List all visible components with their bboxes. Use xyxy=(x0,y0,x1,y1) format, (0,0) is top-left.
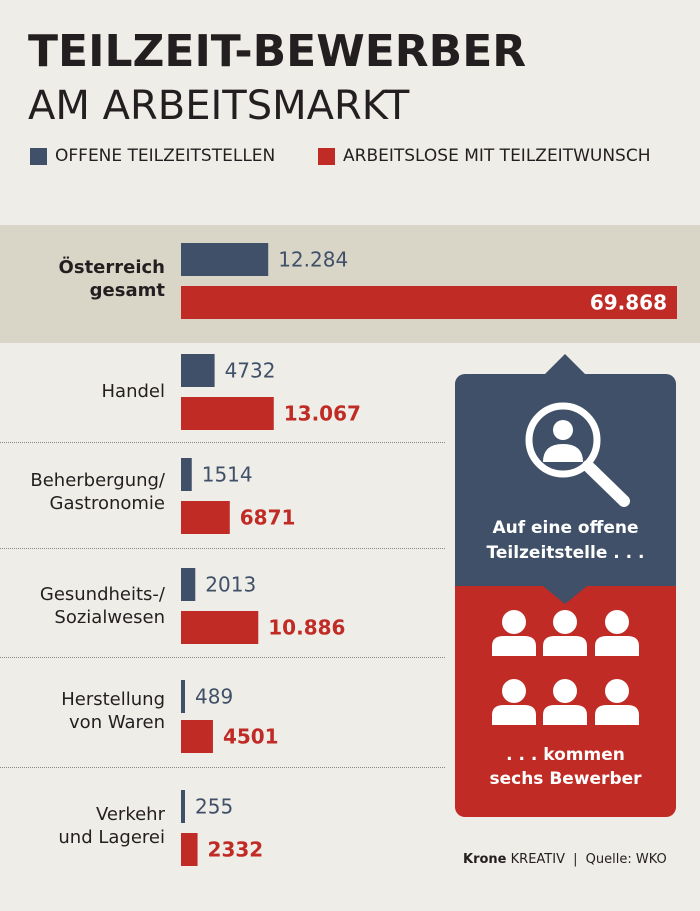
category-label-line: gesamt xyxy=(89,280,165,301)
data-label-unemployed: 4501 xyxy=(223,725,279,749)
highlight-band xyxy=(0,225,700,343)
source-footer: Krone KREATIV | Quelle: WKO xyxy=(463,852,667,867)
data-label-unemployed: 2332 xyxy=(208,838,264,862)
bar-open-positions xyxy=(181,680,185,713)
footer-divider: | xyxy=(573,852,578,867)
footer-brand-suffix: KREATIV xyxy=(510,852,565,867)
bar-open-positions xyxy=(181,790,185,823)
data-label-open-positions: 12.284 xyxy=(278,248,348,272)
category-label-line: Österreich xyxy=(58,257,165,278)
bar-unemployed xyxy=(181,833,198,866)
data-label-open-positions: 2013 xyxy=(205,573,256,597)
category-label-line: Beherbergung/ xyxy=(30,470,165,491)
row-separator xyxy=(0,767,445,768)
category-label-line: Gesundheits-/ xyxy=(39,584,165,605)
bar-unemployed xyxy=(181,720,213,753)
category-label-line: von Waren xyxy=(69,712,165,733)
category-label: Österreich gesamt xyxy=(0,256,165,302)
bar-open-positions xyxy=(181,458,192,491)
footer-brand: Krone xyxy=(463,852,507,867)
data-label-unemployed: 6871 xyxy=(240,506,296,530)
category-label-line: Herstellung xyxy=(61,689,165,710)
legend-swatch-blue xyxy=(30,147,47,165)
category-label-line: und Lagerei xyxy=(58,827,165,848)
category-label-line: Handel xyxy=(101,381,165,402)
callout-mid-pointer xyxy=(543,586,587,604)
data-label-open-positions: 255 xyxy=(195,795,233,819)
callout-bottom-line1: . . . kommen xyxy=(506,745,625,765)
chart-title-line2: AM ARBEITSMARKT xyxy=(28,83,410,129)
bar-open-positions xyxy=(181,243,269,276)
row-separator xyxy=(0,442,445,443)
category-label: Handel xyxy=(0,380,165,403)
bar-open-positions xyxy=(181,354,215,387)
legend-label-open-positions: OFFENE TEILZEITSTELLEN xyxy=(55,146,276,166)
data-label-open-positions: 4732 xyxy=(225,359,276,383)
data-label-unemployed: 13.067 xyxy=(284,402,361,426)
category-label: Beherbergung/Gastronomie xyxy=(0,469,165,515)
callout-pointer xyxy=(543,354,587,376)
chart-title-line1: TEILZEIT-BEWERBER xyxy=(28,26,527,77)
bar-open-positions xyxy=(181,568,196,601)
bar-unemployed xyxy=(181,611,259,644)
legend-item-unemployed: ARBEITSLOSE MIT TEILZEITWUNSCH xyxy=(318,146,651,166)
row-separator xyxy=(0,548,445,549)
category-label-line: Verkehr xyxy=(95,804,165,825)
legend-label-unemployed: ARBEITSLOSE MIT TEILZEITWUNSCH xyxy=(343,146,651,166)
category-label-line: Sozialwesen xyxy=(54,607,165,628)
category-label-line: Gastronomie xyxy=(49,493,165,514)
bar-unemployed xyxy=(181,501,230,534)
callout-top-line1: Auf eine offene xyxy=(492,518,639,538)
category-label: Gesundheits-/Sozialwesen xyxy=(0,583,165,629)
callout-bottom-line2: sechs Bewerber xyxy=(489,769,642,789)
row-separator xyxy=(0,657,445,658)
legend-swatch-red xyxy=(318,147,335,165)
data-label-open-positions: 489 xyxy=(195,685,233,709)
data-label-open-positions: 1514 xyxy=(202,463,253,487)
callout-top-line2: Teilzeitstelle . . . xyxy=(486,543,645,563)
bar-unemployed xyxy=(181,397,274,430)
footer-source: Quelle: WKO xyxy=(585,852,667,867)
data-label-unemployed: 69.868 xyxy=(590,291,667,315)
bar-unemployed xyxy=(181,286,677,319)
category-label: Herstellung von Waren xyxy=(0,688,165,734)
category-label: Verkehr und Lagerei xyxy=(0,803,165,849)
data-label-unemployed: 10.886 xyxy=(268,616,345,640)
legend-item-open-positions: OFFENE TEILZEITSTELLEN xyxy=(30,146,275,166)
